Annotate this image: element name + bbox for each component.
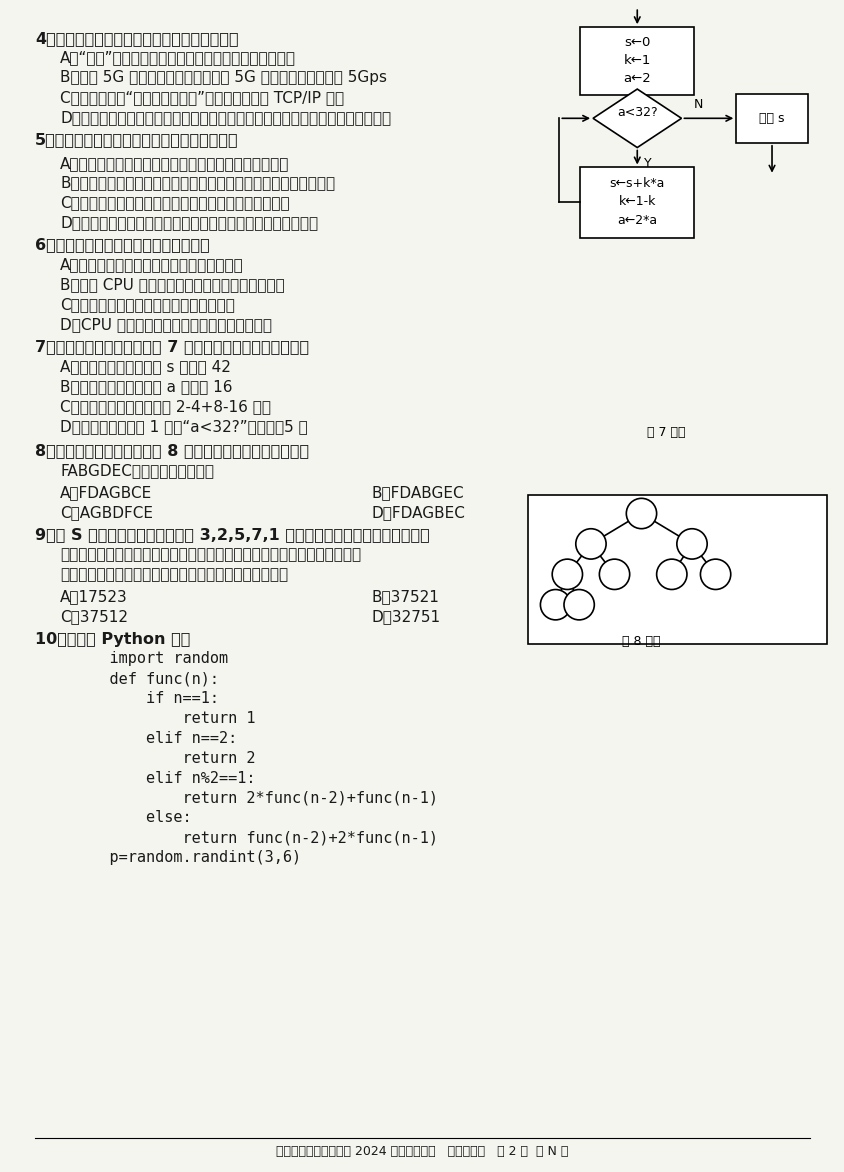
Ellipse shape — [625, 498, 656, 529]
Ellipse shape — [540, 590, 570, 620]
Text: 完毕后，栈内剩余元素出栈，直至栈空。则出栈的顺序是: 完毕后，栈内剩余元素出栈，直至栈空。则出栈的顺序是 — [60, 567, 288, 582]
Text: 8．某二叉树的树形结构如第 8 题图所示，其后序遍历结果为: 8．某二叉树的树形结构如第 8 题图所示，其后序遍历结果为 — [35, 443, 309, 458]
Text: A．通过身份认证后的用户，可以访问系统中的所有资源: A．通过身份认证后的用户，可以访问系统中的所有资源 — [60, 156, 289, 171]
Text: Y: Y — [643, 157, 651, 170]
Text: D．FDAGBEC: D．FDAGBEC — [371, 505, 465, 520]
Text: 浙江省新阵地教育联盟 2024 届第二次联考   技术试题卷   第 2 页  共 N 页: 浙江省新阵地教育联盟 2024 届第二次联考 技术试题卷 第 2 页 共 N 页 — [276, 1145, 568, 1158]
Text: 4．下列关于网络系统的概念的说法，正确的是: 4．下列关于网络系统的概念的说法，正确的是 — [35, 30, 238, 46]
Text: D．网络具有资源共享功能，这里的资源共享是指软件、数据的共享，不包括硬件: D．网络具有资源共享功能，这里的资源共享是指软件、数据的共享，不包括硬件 — [60, 110, 391, 125]
Text: k←1-k: k←1-k — [618, 196, 655, 209]
Text: s←s+k*a: s←s+k*a — [609, 177, 664, 190]
Text: def func(n):: def func(n): — [73, 672, 219, 687]
Text: A．移动终端没有采用计算机经典的体系结构: A．移动终端没有采用计算机经典的体系结构 — [60, 258, 244, 272]
Text: s←0: s←0 — [624, 36, 650, 49]
Text: elif n==2:: elif n==2: — [73, 731, 237, 747]
Polygon shape — [592, 89, 680, 148]
Text: 5．下列关于信息安全与责任的说法，错误的是: 5．下列关于信息安全与责任的说法，错误的是 — [35, 132, 238, 148]
FancyBboxPatch shape — [735, 94, 807, 143]
Text: 第 7 题图: 第 7 题图 — [647, 425, 685, 438]
Text: B．该流程执行后，变量 a 的值是 16: B．该流程执行后，变量 a 的值是 16 — [60, 379, 233, 394]
Text: A．“三网”融合是指计算机网络、广播电视网络和广域网: A．“三网”融合是指计算机网络、广播电视网络和广域网 — [60, 50, 296, 66]
FancyBboxPatch shape — [580, 168, 693, 238]
Text: p=random.randint(3,6): p=random.randint(3,6) — [73, 850, 300, 865]
Text: C．37512: C．37512 — [60, 609, 128, 625]
FancyBboxPatch shape — [528, 495, 825, 645]
Text: B．利用 5G 高清转播监控画面，其中 5G 是指通信网络速度为 5Gps: B．利用 5G 高清转播监控画面，其中 5G 是指通信网络速度为 5Gps — [60, 70, 387, 86]
Text: 10．有如下 Python 程序: 10．有如下 Python 程序 — [35, 632, 190, 647]
Text: 6．下列关于移动终端的说法，正确的是: 6．下列关于移动终端的说法，正确的是 — [35, 238, 209, 253]
Ellipse shape — [656, 559, 686, 590]
Text: A．FDAGBCE: A．FDAGBCE — [60, 485, 153, 500]
Text: C．系统进行病毒防护需坚持预防为主，查杀为辅的原则: C．系统进行病毒防护需坚持预防为主，查杀为辅的原则 — [60, 196, 289, 211]
Text: 第 8 题图: 第 8 题图 — [621, 635, 660, 648]
Text: B．安装防火墙可以有效地阻挡外部网络的攻击和对进出数据的监视: B．安装防火墙可以有效地阻挡外部网络的攻击和对进出数据的监视 — [60, 176, 335, 191]
Text: 输出 s: 输出 s — [759, 111, 784, 124]
Ellipse shape — [563, 590, 593, 620]
Text: D．32751: D．32751 — [371, 609, 441, 625]
Text: D．该流程完整执行 1 次，“a<32?”共执行了5 次: D．该流程完整执行 1 次，“a<32?”共执行了5 次 — [60, 418, 308, 434]
Text: FABGDEC，则中序遍历结果为: FABGDEC，则中序遍历结果为 — [60, 463, 214, 478]
Ellipse shape — [575, 529, 605, 559]
Text: else:: else: — [73, 811, 192, 825]
Text: C．用手机通过“智能亚运一站通”购票时，需使用 TCP/IP 协议: C．用手机通过“智能亚运一站通”购票时，需使用 TCP/IP 协议 — [60, 90, 344, 105]
Text: B．麒麟 CPU 是我国首款国产移动终端中央处理器: B．麒麟 CPU 是我国首款国产移动终端中央处理器 — [60, 278, 284, 292]
Text: a←2: a←2 — [623, 71, 651, 84]
Ellipse shape — [676, 529, 706, 559]
Text: B．FDABGEC: B．FDABGEC — [371, 485, 464, 500]
Text: C．该流程用于计算并输出 2-4+8-16 的值: C．该流程用于计算并输出 2-4+8-16 的值 — [60, 398, 271, 414]
Text: return 1: return 1 — [73, 711, 255, 727]
Ellipse shape — [551, 559, 582, 590]
Text: 9．栈 S 初始状态为空栈，将序列 3,2,5,7,1 中元素逐一入栈，当栈空或入栈元: 9．栈 S 初始状态为空栈，将序列 3,2,5,7,1 中元素逐一入栈，当栈空或… — [35, 527, 430, 543]
Text: 7．某算法的部分流程图如第 7 题图所示，以下说法正确的是: 7．某算法的部分流程图如第 7 题图所示，以下说法正确的是 — [35, 340, 309, 354]
Text: a<32?: a<32? — [616, 105, 657, 120]
Text: C．智能终端通过重力传感器实现计步功能: C．智能终端通过重力传感器实现计步功能 — [60, 298, 235, 312]
Text: return func(n-2)+2*func(n-1): return func(n-2)+2*func(n-1) — [73, 831, 437, 845]
Text: A．17523: A．17523 — [60, 590, 128, 605]
Text: import random: import random — [73, 652, 228, 667]
Text: 素比栈顶元素大时则入栈，否则出栈至符合条件再入栈。序列所有元素入栈: 素比栈顶元素大时则入栈，否则出栈至符合条件再入栈。序列所有元素入栈 — [60, 547, 361, 563]
FancyBboxPatch shape — [580, 27, 693, 95]
Text: return 2: return 2 — [73, 751, 255, 765]
Ellipse shape — [700, 559, 730, 590]
Text: elif n%2==1:: elif n%2==1: — [73, 771, 255, 785]
Text: N: N — [693, 97, 703, 111]
Text: return 2*func(n-2)+func(n-1): return 2*func(n-2)+func(n-1) — [73, 791, 437, 805]
Text: k←1: k←1 — [623, 54, 650, 67]
Text: C．AGBDFCE: C．AGBDFCE — [60, 505, 153, 520]
Text: D．CPU 的性能是决定智能手机性能的唯一指标: D．CPU 的性能是决定智能手机性能的唯一指标 — [60, 318, 272, 332]
Text: if n==1:: if n==1: — [73, 691, 219, 707]
Text: A．该流程执行后，变量 s 的值是 42: A．该流程执行后，变量 s 的值是 42 — [60, 359, 231, 374]
Text: D．设计开发的计算机软件在开发完成之日起就受到法律的保护: D．设计开发的计算机软件在开发完成之日起就受到法律的保护 — [60, 216, 318, 231]
Text: a←2*a: a←2*a — [616, 214, 657, 227]
Text: B．37521: B．37521 — [371, 590, 440, 605]
Ellipse shape — [598, 559, 629, 590]
